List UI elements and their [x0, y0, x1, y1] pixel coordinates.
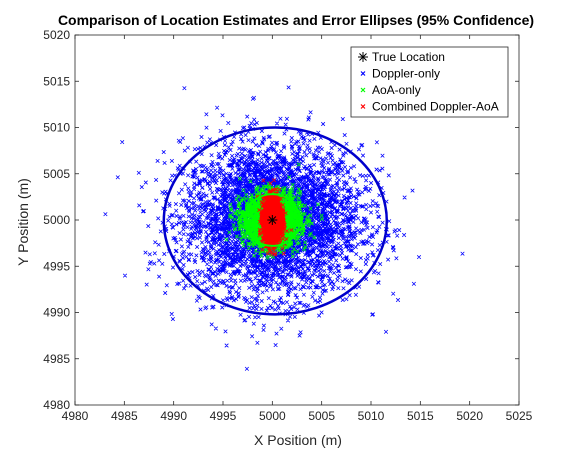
points-layer [103, 85, 465, 371]
ellipse-layer [162, 126, 389, 316]
y-tick-label: 5000 [43, 213, 70, 227]
chart-title: Comparison of Location Estimates and Err… [58, 12, 534, 28]
y-tick-label: 4980 [43, 398, 70, 412]
x-tick-label: 5015 [407, 409, 434, 423]
legend-label: Combined Doppler-AoA [372, 100, 499, 114]
x-tick-label: 5020 [456, 409, 483, 423]
x-tick-label: 4985 [111, 409, 138, 423]
y-ticks: 4980 4985 4990 4995 5000 5005 5010 5015 5020 [43, 28, 519, 412]
legend-marker-x [360, 104, 366, 109]
legend-entry: True Location [358, 50, 445, 64]
legend-box [350, 46, 509, 118]
legend-entry: AoA-only [360, 83, 421, 97]
y-tick-label: 4985 [43, 352, 70, 366]
x-tick-label: 5005 [308, 409, 335, 423]
y-tick-label: 5010 [43, 121, 70, 135]
x-ticks: 4980 4985 4990 4995 5000 5005 5010 5015 5020 5025 [62, 35, 533, 423]
legend-entry: Combined Doppler-AoA [360, 100, 499, 114]
y-tick-label: 5005 [43, 167, 70, 181]
legend-label: AoA-only [372, 83, 421, 97]
x-tick-label: 5000 [259, 409, 286, 423]
series-points [255, 178, 294, 257]
legend-marker-x [360, 87, 366, 93]
legend-entry: Doppler-only [360, 67, 440, 81]
x-tick-label: 4990 [160, 409, 187, 423]
error-ellipse-doppler-only [162, 126, 389, 316]
x-tick-label: 5025 [506, 409, 533, 423]
legend-label: True Location [372, 50, 445, 64]
y-tick-label: 5020 [43, 28, 70, 42]
legend-marker-asterisk [358, 52, 368, 62]
x-axis-label: X Position (m) [254, 432, 342, 448]
y-tick-label: 5015 [43, 74, 70, 88]
x-tick-label: 4980 [62, 409, 89, 423]
legend-label: Doppler-only [372, 67, 440, 81]
legend: True Location Doppler-only AoA-only Combine… [350, 46, 509, 118]
error-ellipse-combined-doppler-aoa [259, 207, 286, 233]
x-tick-label: 5010 [358, 409, 385, 423]
y-tick-label: 4990 [43, 306, 70, 320]
y-tick-label: 4995 [43, 259, 70, 273]
x-tick-label: 4995 [210, 409, 237, 423]
y-axis-label: Y Position (m) [15, 178, 31, 266]
series-combined-doppler-aoa [255, 178, 294, 257]
error-ellipse-aoa-only [243, 193, 301, 247]
true-location-marker [267, 215, 278, 225]
legend-marker-x [360, 71, 366, 76]
